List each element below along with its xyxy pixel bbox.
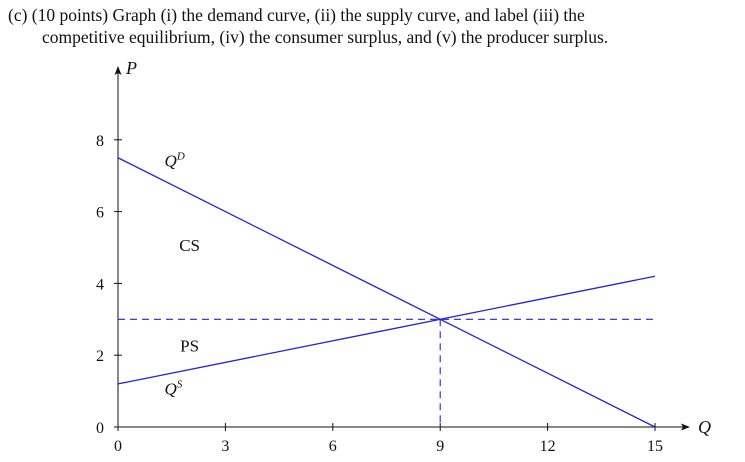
y-tick-label: 8 [96,133,104,150]
chart-curves [117,157,656,428]
chart-ticks: 0 3 6 9 12 15 0 2 4 6 8 [96,133,663,455]
y-tick-label: 2 [96,348,104,365]
equilibrium-reference-lines [118,318,655,427]
chart-axes [114,66,690,431]
y-tick-label: 0 [96,420,104,437]
x-tick-label: 0 [114,438,122,455]
x-tick-label: 12 [540,438,556,455]
question-text: (c) (10 points) Graph (i) the demand cur… [8,4,738,48]
x-tick-label: 9 [436,438,444,455]
question-line-1: (c) (10 points) Graph (i) the demand cur… [8,5,585,25]
x-tick-label: 6 [329,438,337,455]
chart-labels: Q P QD QS CS PS [125,58,711,437]
x-tick-label: 15 [647,438,663,455]
supply-curve [117,275,656,385]
question-line-2: competitive equilibrium, (iv) the consum… [42,27,609,47]
y-axis-arrow [114,66,122,75]
consumer-surplus-label: CS [179,236,200,255]
demand-curve-label: QD [165,151,185,171]
x-tick-label: 3 [221,438,229,455]
demand-curve [117,157,656,428]
x-axis-label: Q [698,417,711,437]
supply-curve-label: QS [165,379,183,399]
y-tick-label: 6 [96,205,104,222]
x-axis-arrow [681,423,690,431]
y-tick-label: 4 [96,276,104,293]
y-axis-label: P [125,58,137,78]
producer-surplus-label: PS [180,337,199,356]
